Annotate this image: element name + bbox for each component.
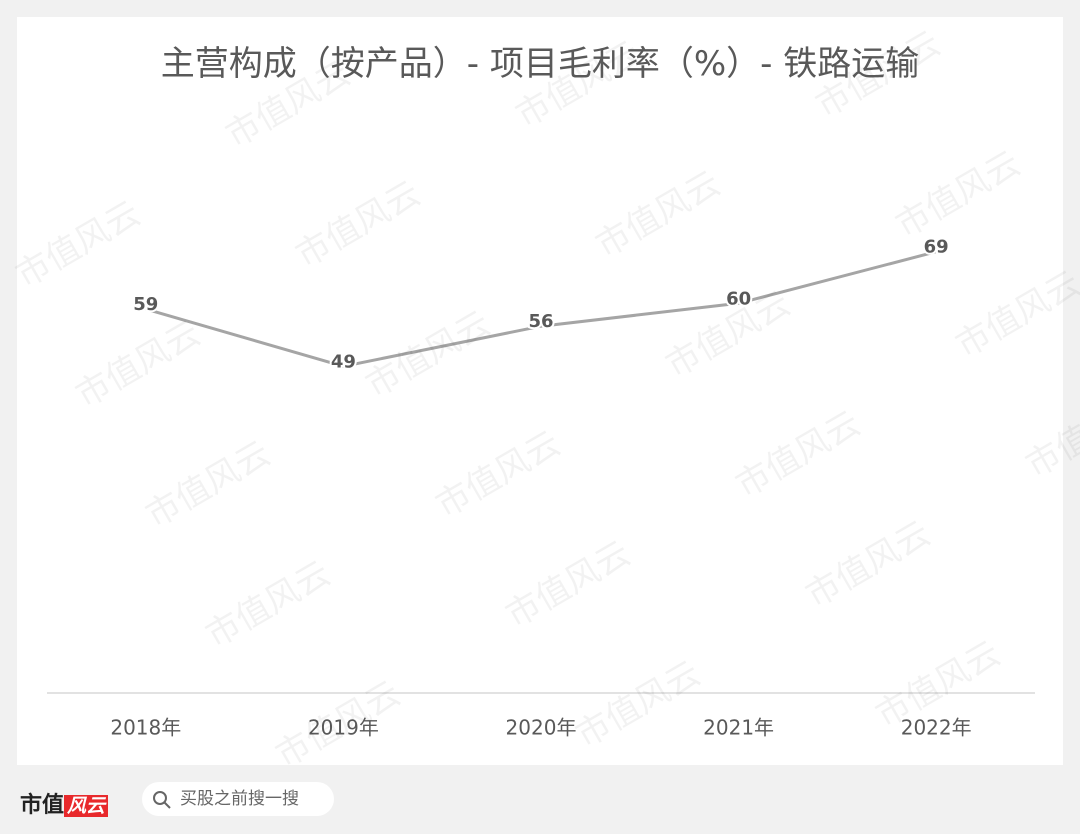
watermark: 市值风云 bbox=[729, 403, 867, 506]
chart-title: 主营构成（按产品）- 项目毛利率（%）- 铁路运输 bbox=[160, 44, 920, 84]
x-tick-label: 2019年 bbox=[308, 716, 379, 740]
search-box[interactable]: 买股之前搜一搜 bbox=[142, 782, 334, 816]
watermark: 市值风云 bbox=[9, 193, 147, 296]
logo[interactable]: 市值 风云 bbox=[20, 787, 109, 819]
watermark: 市值风云 bbox=[889, 143, 1027, 246]
search-placeholder: 买股之前搜一搜 bbox=[180, 789, 299, 809]
data-label: 59 bbox=[133, 294, 158, 315]
watermark: 市值风云 bbox=[289, 173, 427, 276]
data-label: 60 bbox=[726, 288, 751, 309]
watermark: 市值风云 bbox=[139, 433, 277, 536]
data-label: 69 bbox=[924, 237, 949, 258]
watermark: 市值风云 bbox=[589, 163, 727, 266]
x-tick-label: 2022年 bbox=[901, 716, 972, 740]
logo-text-red: 风云 bbox=[64, 795, 109, 817]
data-label: 49 bbox=[331, 351, 356, 372]
logo-text: 市值 bbox=[20, 792, 65, 818]
watermark: 市值风云 bbox=[359, 303, 497, 406]
watermark: 市值风云 bbox=[69, 313, 207, 416]
x-tick-label: 2021年 bbox=[703, 716, 774, 740]
watermark: 市值风云 bbox=[269, 673, 407, 776]
watermark: 市值风云 bbox=[949, 263, 1080, 366]
chart-card bbox=[17, 17, 1063, 765]
watermark: 市值风云 bbox=[199, 553, 337, 656]
watermark: 市值风云 bbox=[429, 423, 567, 526]
watermark: 市值风云 bbox=[569, 653, 707, 756]
search-icon bbox=[153, 791, 171, 809]
data-label: 56 bbox=[528, 311, 553, 332]
watermark: 市值风云 bbox=[799, 513, 937, 616]
x-tick-label: 2020年 bbox=[506, 716, 577, 740]
footer: 市值 风云 买股之前搜一搜 bbox=[0, 765, 1080, 834]
x-tick-label: 2018年 bbox=[110, 716, 181, 740]
line bbox=[145, 250, 937, 368]
watermark: 市值风云 bbox=[499, 533, 637, 636]
watermark: 市值风云 bbox=[1019, 383, 1080, 486]
